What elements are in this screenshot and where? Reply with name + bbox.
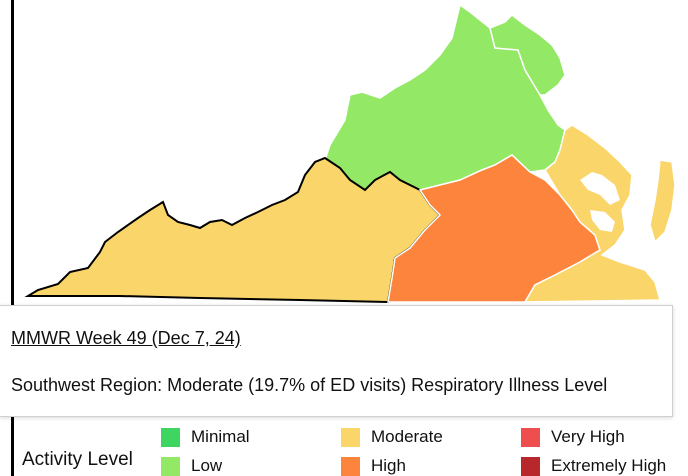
map-frame-border xyxy=(11,0,14,476)
legend-item-moderate: Moderate xyxy=(341,427,443,447)
legend-label-very-high: Very High xyxy=(551,427,625,446)
legend-swatch-high xyxy=(341,456,360,476)
legend-label-extremely-high: Extremely High xyxy=(551,456,667,475)
legend-item-very-high: Very High xyxy=(521,427,625,447)
legend-title: Activity Level xyxy=(22,449,133,470)
legend-swatch-minimal xyxy=(161,427,180,447)
legend-label-moderate: Moderate xyxy=(371,427,443,446)
legend-swatch-extremely-high xyxy=(521,456,540,476)
region-southwest[interactable] xyxy=(24,156,442,304)
legend-swatch-very-high xyxy=(521,427,540,447)
legend: Activity Level Minimal Low Moderate High… xyxy=(0,418,688,476)
legend-item-high: High xyxy=(341,456,406,476)
legend-swatch-low xyxy=(161,456,180,476)
legend-swatch-moderate xyxy=(341,427,360,447)
tooltip-week: MMWR Week 49 (Dec 7, 24) xyxy=(11,328,241,348)
legend-item-minimal: Minimal xyxy=(161,427,250,447)
legend-label-high: High xyxy=(371,456,406,475)
bay-water xyxy=(580,172,620,232)
region-tooltip: MMWR Week 49 (Dec 7, 24) Southwest Regio… xyxy=(0,305,673,417)
region-eastern-shore[interactable] xyxy=(649,159,676,244)
tooltip-detail: Southwest Region: Moderate (19.7% of ED … xyxy=(11,375,608,395)
legend-label-minimal: Minimal xyxy=(191,427,250,446)
region-northern[interactable] xyxy=(489,14,566,96)
legend-item-low: Low xyxy=(161,456,222,476)
legend-label-low: Low xyxy=(191,456,223,475)
legend-item-extremely-high: Extremely High xyxy=(521,456,666,476)
